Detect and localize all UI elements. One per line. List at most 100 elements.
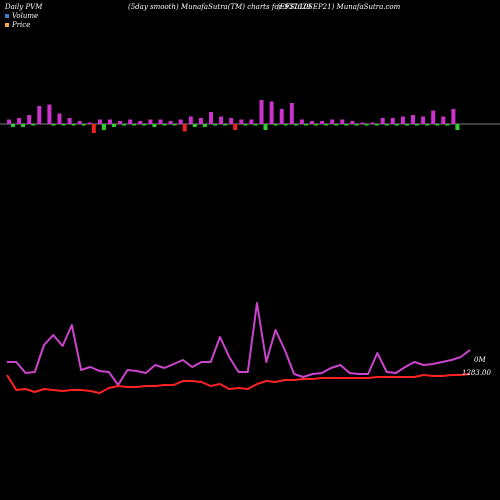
legend-price-label: Price — [12, 21, 31, 29]
volume-bar-down — [384, 124, 389, 126]
volume-bar-up — [219, 116, 224, 124]
volume-bar-down — [394, 124, 399, 126]
volume-bar-down — [273, 124, 278, 126]
volume-bar-down — [253, 124, 258, 126]
legend-price: Price — [5, 21, 30, 29]
volume-bar-up — [7, 119, 11, 124]
volume-bar-up — [87, 122, 92, 124]
volume-bar-down — [11, 124, 15, 127]
volume-bar-up — [47, 104, 52, 124]
price-marker-label: 1283.00 — [462, 369, 491, 377]
volume-bar-up — [128, 119, 133, 124]
volume-bar-down — [314, 124, 318, 126]
volume-bar-up — [310, 121, 314, 124]
volume-bar-up — [269, 101, 274, 124]
volume-bar-down — [112, 124, 116, 127]
volume-bar-up — [299, 119, 304, 124]
volume-bar-up — [77, 121, 82, 124]
volume-bar-down — [51, 124, 56, 126]
volume-bar-down — [455, 124, 460, 130]
volume-bar-down — [132, 124, 137, 126]
volume-bar-up — [400, 116, 405, 124]
volume-bar-up — [279, 109, 284, 124]
volume-bar-down — [233, 124, 238, 130]
volume-bar-up — [239, 119, 244, 124]
volume-bar-down — [172, 124, 177, 126]
volume-bar-up — [67, 118, 72, 124]
volume-bar-down — [31, 124, 36, 126]
volume-bar-up — [360, 122, 365, 124]
volume-bar-up — [330, 119, 335, 124]
volume-bar-up — [421, 116, 426, 124]
chart-source: (EFSL10SEP21) MunafaSutra.com — [277, 3, 401, 11]
volume-bar-up — [259, 100, 264, 124]
volume-bar-down — [61, 124, 66, 126]
legend-volume-label: Volume — [12, 12, 39, 20]
volume-bar-up — [249, 119, 254, 124]
volume-bar-down — [152, 124, 157, 127]
volume-bar-down — [71, 124, 76, 126]
volume-bar-down — [81, 124, 86, 126]
volume-bar-up — [118, 121, 123, 124]
volume-smooth-line — [7, 302, 471, 386]
volume-swatch — [5, 14, 9, 18]
volume-bar-up — [17, 118, 22, 124]
volume-bar-up — [229, 118, 234, 124]
volume-bar-up — [411, 115, 415, 124]
volume-bar-up — [451, 109, 456, 124]
volume-bar-down — [404, 124, 409, 126]
volume-bar-down — [334, 124, 339, 126]
volume-bar-down — [202, 124, 207, 127]
volume-bar-down — [293, 124, 298, 126]
volume-marker-label: 0M — [474, 356, 486, 364]
volume-bar-down — [445, 124, 450, 126]
volume-bar-down — [425, 124, 430, 126]
chart-title: (5day smooth) MunafaSutra(TM) charts for… — [128, 3, 311, 11]
volume-bar-down — [283, 124, 288, 126]
volume-bar-down — [21, 124, 26, 127]
volume-bar-up — [188, 116, 193, 124]
volume-bar-up — [350, 121, 355, 124]
volume-bar-down — [213, 124, 217, 126]
volume-bar-down — [344, 124, 349, 126]
volume-bar-up — [441, 116, 446, 124]
volume-bar-down — [91, 124, 96, 133]
volume-bar-up — [289, 103, 294, 124]
volume-bar-down — [435, 124, 440, 126]
volume-bar-down — [122, 124, 127, 126]
volume-bar-down — [142, 124, 147, 126]
chart-subtitle-left: Daily PVM — [5, 3, 43, 11]
volume-bar-up — [158, 119, 163, 124]
volume-bar-down — [374, 124, 379, 126]
volume-bar-up — [340, 119, 345, 124]
volume-bar-up — [370, 122, 375, 124]
volume-bar-down — [303, 124, 308, 126]
volume-bar-up — [178, 119, 183, 124]
volume-bar-up — [148, 119, 153, 124]
volume-bar-down — [263, 124, 268, 130]
volume-bar-up — [97, 119, 102, 124]
volume-bar-up — [209, 112, 213, 124]
volume-bar-down — [162, 124, 167, 126]
volume-bar-down — [101, 124, 106, 130]
volume-bar-down — [223, 124, 228, 126]
volume-bar-down — [243, 124, 248, 126]
volume-bar-down — [354, 124, 359, 126]
volume-bar-down — [364, 124, 369, 126]
volume-bar-up — [27, 115, 32, 124]
price-swatch — [5, 23, 9, 27]
volume-bar-down — [182, 124, 187, 132]
legend-volume: Volume — [5, 12, 38, 20]
volume-bar-up — [138, 121, 143, 124]
volume-bar-up — [57, 113, 62, 124]
volume-bar-up — [380, 118, 385, 124]
volume-bar-up — [390, 118, 395, 124]
volume-bar-down — [192, 124, 197, 127]
volume-bar-up — [320, 121, 325, 124]
volume-bar-up — [431, 110, 436, 124]
volume-bar-up — [108, 119, 112, 124]
volume-bar-up — [37, 106, 42, 124]
volume-bar-up — [198, 118, 203, 124]
volume-bar-down — [415, 124, 419, 126]
